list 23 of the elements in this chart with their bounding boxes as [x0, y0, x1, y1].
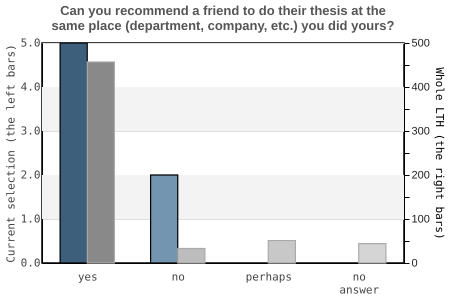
- bar: [268, 240, 296, 264]
- x-tick-label: perhaps: [246, 270, 292, 284]
- y2-tick-label: 400: [412, 82, 430, 94]
- y2-tick-label: 200: [412, 170, 430, 182]
- y-tick-label: 2.0: [20, 168, 40, 182]
- x-tick-label: no answer: [339, 270, 380, 296]
- y-tick-label: 0.0: [20, 256, 40, 270]
- bar: [177, 248, 206, 264]
- y2-axis-title: Whole LTH (the right bars): [432, 67, 446, 240]
- y-tick-label: 4.0: [20, 80, 40, 94]
- y-tick-label: 5.0: [20, 36, 40, 50]
- y2-tick-label: 300: [412, 126, 430, 138]
- bar: [358, 243, 386, 264]
- y-tick-label: 3.0: [20, 124, 40, 138]
- x-tick-label: no: [172, 270, 185, 284]
- text: Can you recommend a friend to do their thesis at the: [60, 3, 386, 18]
- text: same place (department, company, etc.) you did yours?: [52, 18, 394, 33]
- y2-tick-label: 0: [412, 258, 418, 270]
- y2-tick-label: 500: [412, 38, 430, 50]
- y-tick-label: 1.0: [20, 212, 40, 226]
- y-axis-title: Current selection (the left bars): [4, 44, 18, 263]
- x-tick-label: yes: [78, 270, 98, 284]
- y2-tick-label: 100: [412, 214, 430, 226]
